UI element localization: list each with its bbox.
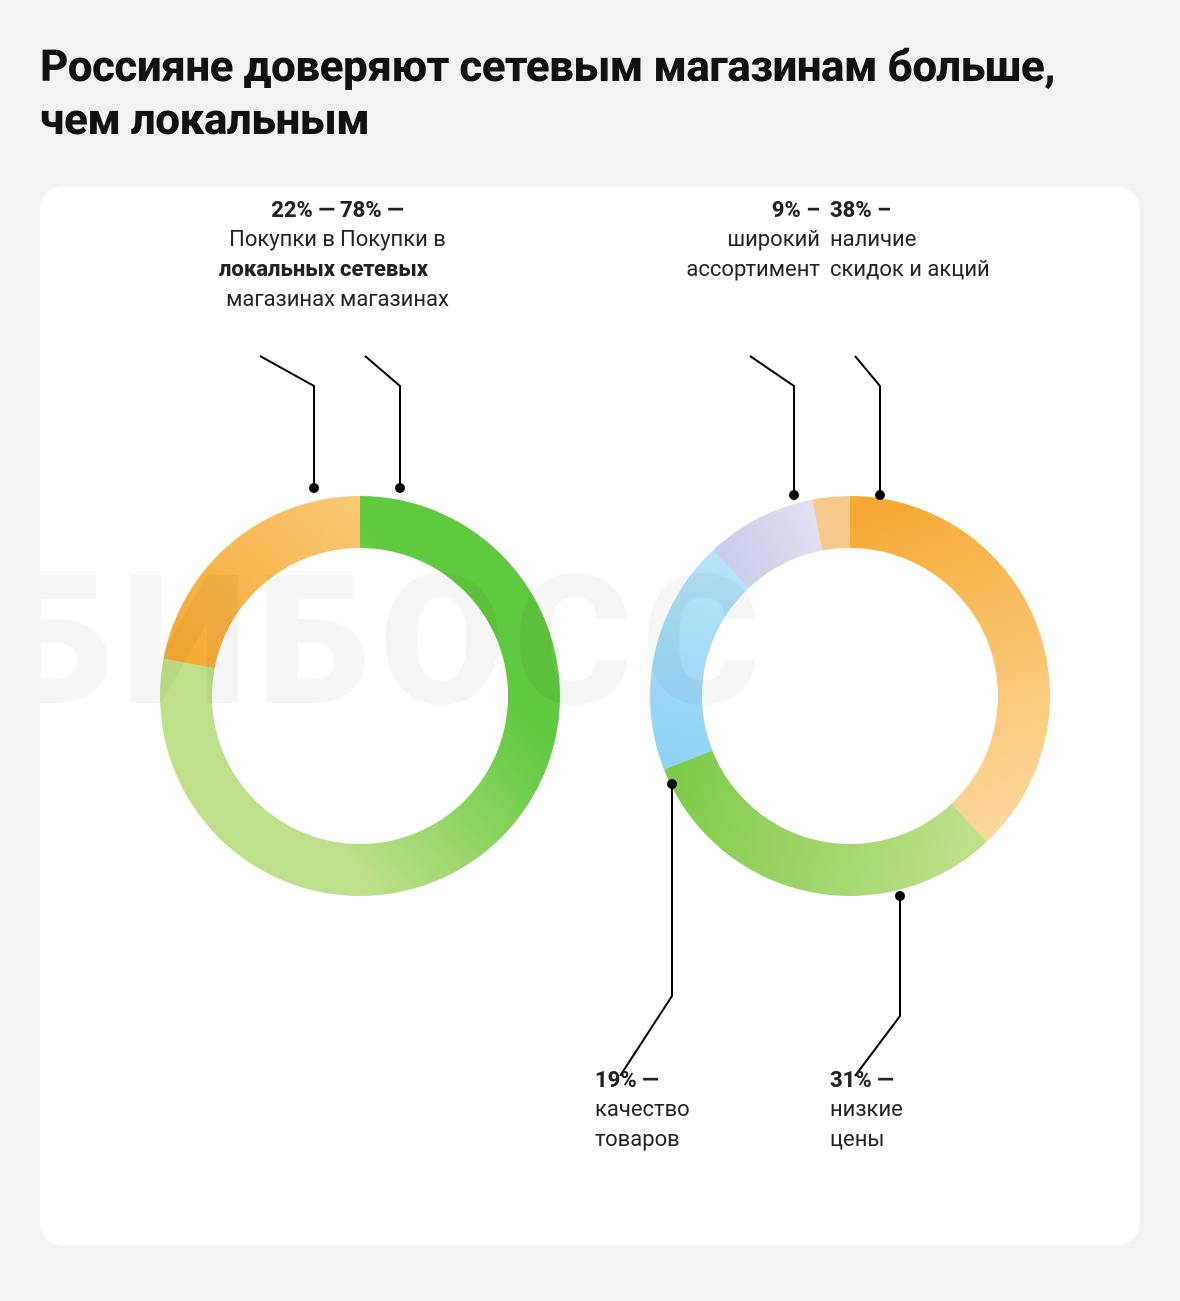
donut-right-segment	[664, 750, 987, 896]
chart-card: БИБОСС 22% —Покупки влокальныхмагазинах7…	[40, 186, 1140, 1246]
leader-dot	[875, 490, 885, 500]
donut-left-segment	[164, 496, 360, 668]
page-title: Россияне доверяют сетевым магазинам боль…	[40, 40, 1140, 146]
leader-dot	[789, 490, 799, 500]
leader-line	[260, 356, 314, 488]
leader-line	[750, 356, 794, 495]
donut-right-callout: 19% —качествотоваров	[595, 1066, 690, 1155]
donut-right-callout: 31% —низкиецены	[830, 1066, 903, 1155]
donut-right-segment	[650, 550, 749, 769]
page: Россияне доверяют сетевым магазинам боль…	[0, 0, 1180, 1301]
leader-line	[365, 356, 400, 488]
donut-left-callout: 22% —Покупки влокальныхмагазинах	[115, 196, 335, 315]
donut-right-callout: 9% –широкийассортимент	[600, 196, 820, 285]
leader-dot	[395, 483, 405, 493]
donut-left-callout: 78% —Покупки всетевыхмагазинах	[340, 196, 449, 315]
donut-right-segment	[850, 496, 1050, 842]
donut-charts-svg	[60, 216, 1120, 1216]
leader-dot	[895, 891, 905, 901]
leader-dot	[309, 483, 319, 493]
leader-line	[620, 784, 672, 1076]
leader-dot	[667, 779, 677, 789]
leader-line	[855, 356, 880, 495]
leader-line	[855, 896, 900, 1076]
donut-right-callout: 38% –наличиескидок и акций	[830, 196, 990, 285]
